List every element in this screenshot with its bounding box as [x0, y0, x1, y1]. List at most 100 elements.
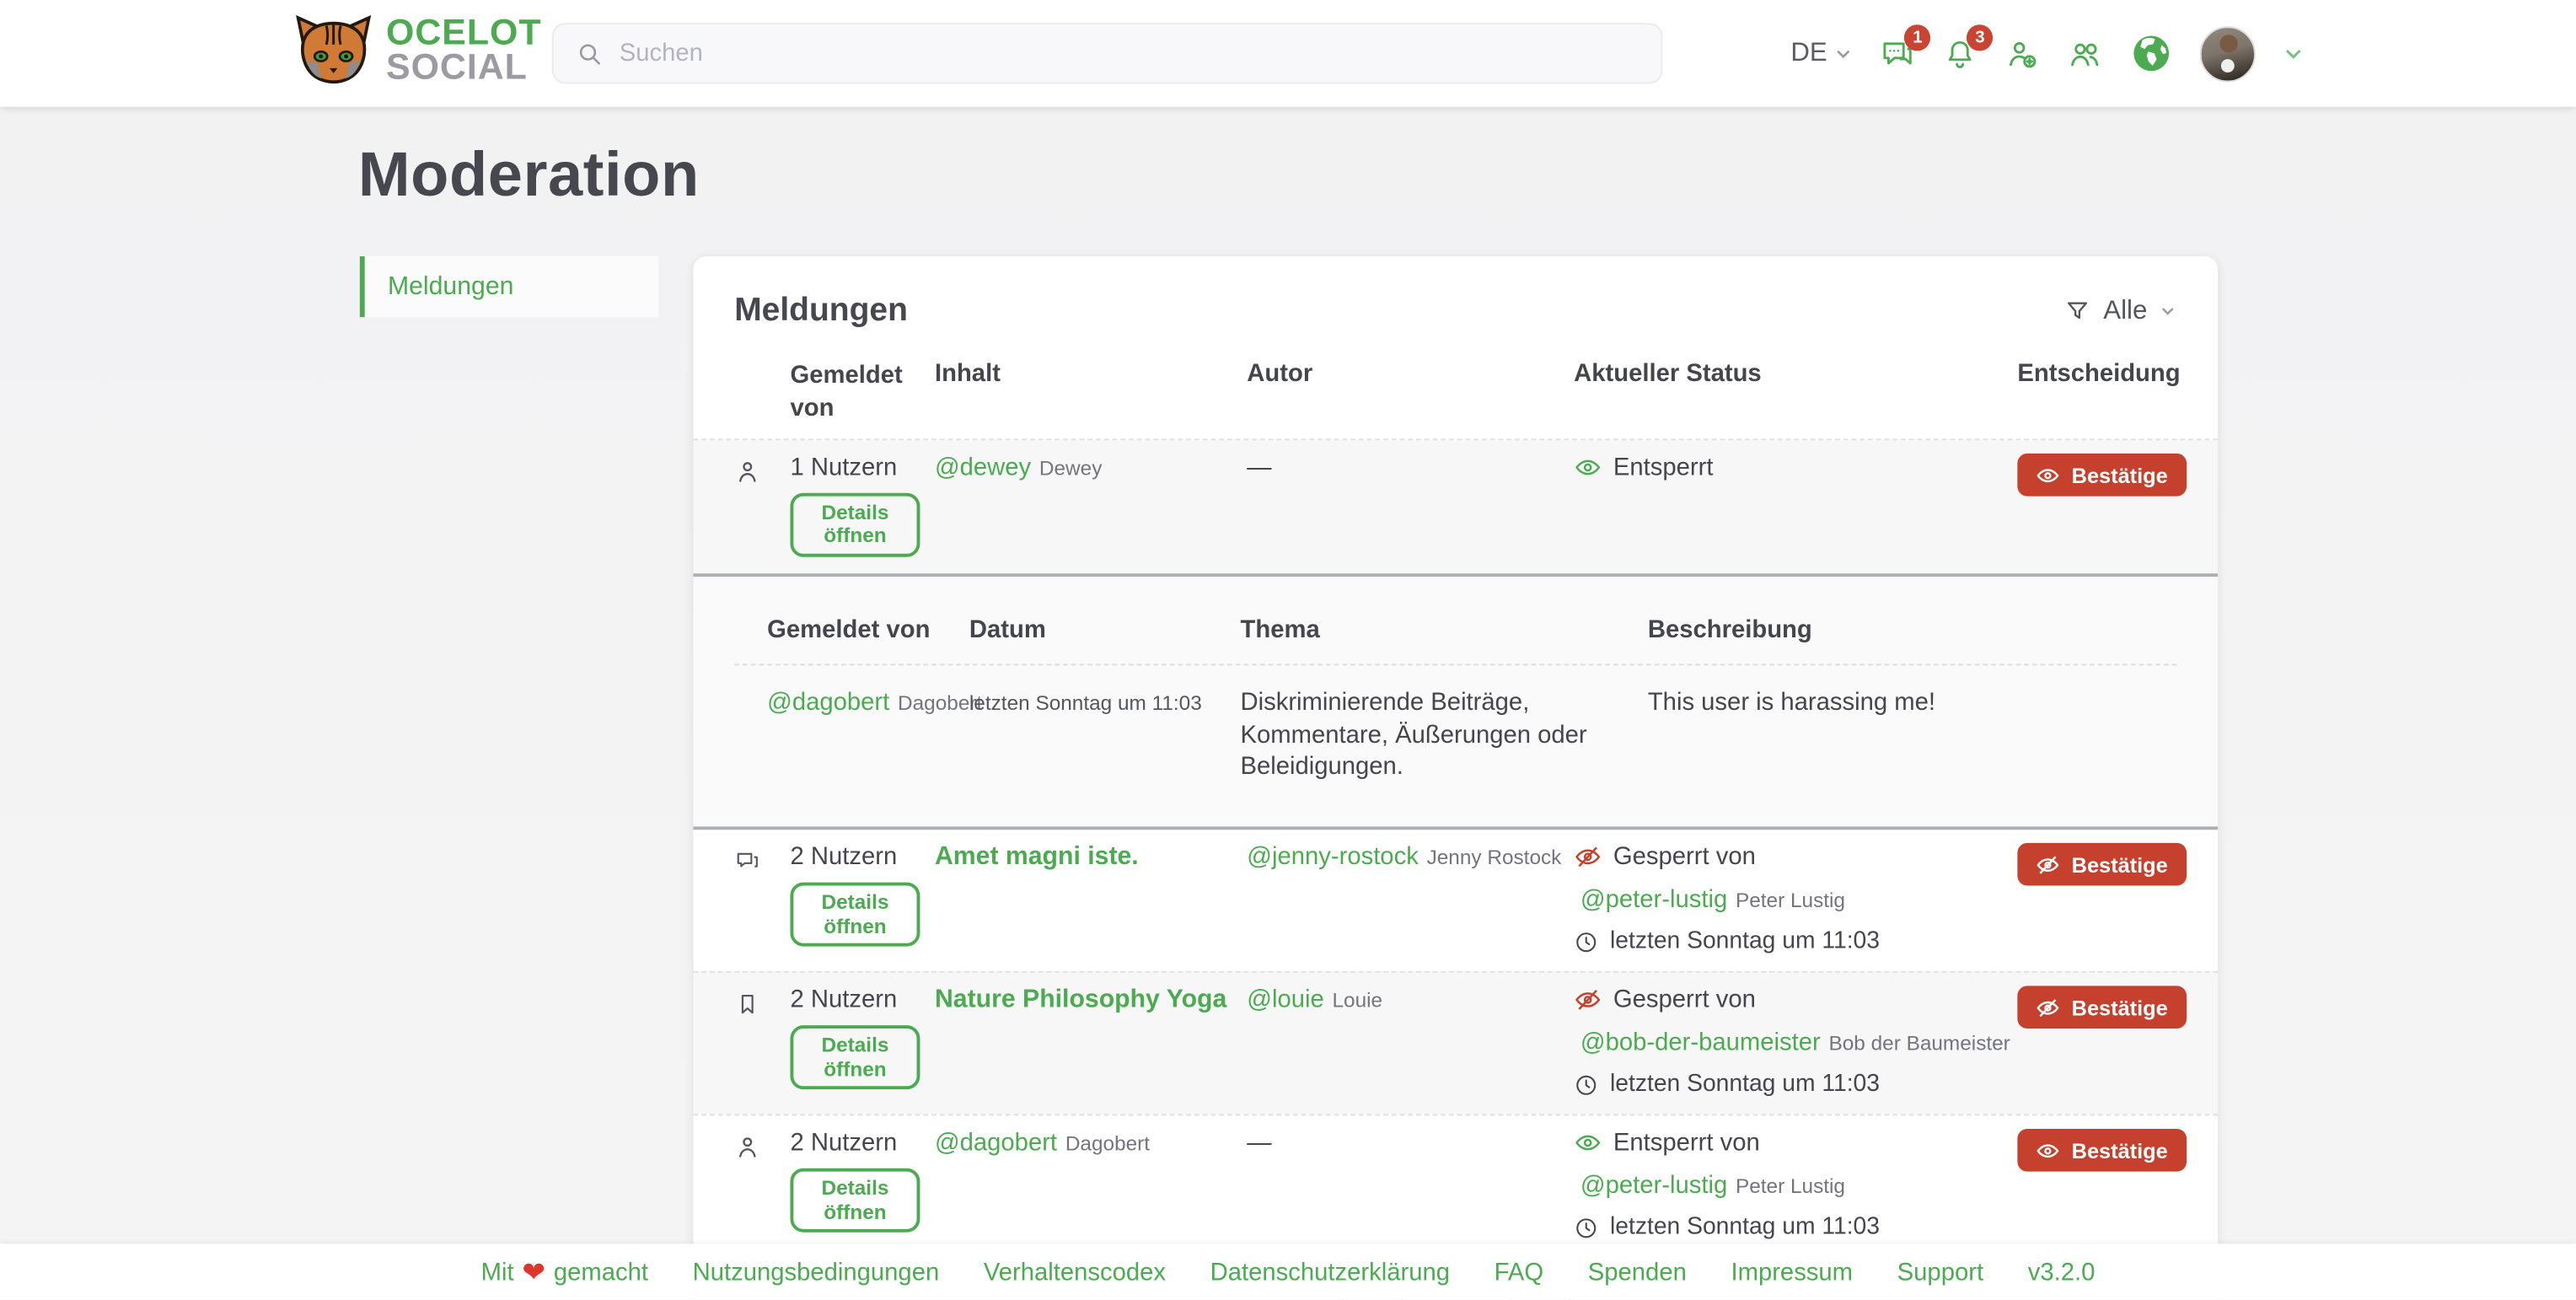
status-by-name: Peter Lustig	[1735, 889, 1846, 912]
status-by-handle[interactable]: @bob-der-baumeister	[1580, 1029, 1821, 1057]
footer-link-support[interactable]: Support	[1897, 1257, 1984, 1287]
content-user-handle[interactable]: @dagobert	[934, 1129, 1058, 1158]
avatar[interactable]	[2200, 25, 2257, 82]
search-bar[interactable]	[551, 23, 1663, 84]
user-icon	[739, 462, 756, 482]
confirm-button[interactable]: Bestätige	[2017, 843, 2187, 886]
footer-link-spenden[interactable]: Spenden	[1587, 1257, 1687, 1287]
reporter-name: Dagobert	[898, 691, 983, 715]
panel-column-header: Gemeldet von	[767, 615, 931, 644]
sidebar-item-meldungen[interactable]: Meldungen	[359, 256, 659, 318]
heart-icon: ❤	[522, 1255, 546, 1288]
panel-column-header: Beschreibung	[1647, 615, 1812, 644]
confirm-button[interactable]: Bestätige	[2017, 453, 2187, 497]
column-header: Entscheidung	[2017, 359, 2181, 388]
author-name: Louie	[1332, 989, 1383, 1013]
comment-icon	[737, 853, 758, 868]
open-details-button[interactable]: Details öffnen	[790, 492, 920, 557]
user-menu-chevron-icon[interactable]	[2283, 42, 2305, 65]
chevron-down-icon	[1838, 50, 1850, 58]
eye-icon	[1575, 1135, 1601, 1151]
confirm-button[interactable]: Bestätige	[2017, 1129, 2187, 1172]
author-handle[interactable]: @louie	[1247, 986, 1324, 1014]
status-label: Entsperrt von	[1613, 1129, 1760, 1158]
eye-icon	[1575, 459, 1601, 475]
footer-link-impressum[interactable]: Impressum	[1731, 1257, 1854, 1287]
status-label: Gesperrt von	[1613, 843, 1756, 872]
table-row: 2 Nutzern Details öffnen @dagobert Dagobe…	[693, 1114, 2219, 1258]
open-details-button[interactable]: Details öffnen	[790, 882, 920, 947]
report-description: This user is harassing me!	[1647, 688, 1936, 717]
author-name: Jenny Rostock	[1426, 846, 1562, 870]
filter-icon	[2068, 302, 2088, 320]
footer-link-nutzungsbedingungen[interactable]: Nutzungsbedingungen	[692, 1257, 940, 1287]
eye-off-icon	[1575, 846, 1601, 868]
author-handle[interactable]: @jenny-rostock	[1247, 843, 1419, 872]
navbar-actions: DE 1 3	[1790, 0, 2305, 107]
column-header: Aktueller Status	[1574, 359, 1762, 388]
status-label: Entsperrt	[1613, 453, 1714, 482]
search-input[interactable]	[619, 39, 1640, 67]
clock-icon	[1576, 932, 1597, 952]
messages-button[interactable]: 1	[1880, 24, 1931, 72]
locale-switcher[interactable]: DE	[1790, 39, 1854, 68]
brand-logo[interactable]: OCELOT SOCIAL	[292, 12, 542, 88]
status-by-name: Bob der Baumeister	[1828, 1032, 2010, 1056]
notifications-button[interactable]: 3	[1942, 24, 1994, 72]
brand-wordmark: OCELOT SOCIAL	[386, 11, 542, 88]
panel-row: @dagobert Dagobert letzten Sonntag um 11:…	[734, 665, 2176, 784]
bell-icon	[1949, 40, 1972, 67]
search-icon	[575, 39, 604, 68]
clock-icon	[1576, 1075, 1597, 1095]
people-icon	[2071, 42, 2099, 66]
map-button[interactable]	[2129, 31, 2174, 76]
eye-icon	[2037, 1143, 2059, 1158]
filter-dropdown[interactable]: Alle	[2064, 297, 2177, 326]
bookmark-icon	[741, 995, 754, 1014]
panel-column-header: Thema	[1240, 615, 1320, 644]
locale-label: DE	[1790, 38, 1827, 67]
status-label: Gesperrt von	[1613, 986, 1756, 1014]
groups-button[interactable]	[2067, 35, 2103, 72]
table-row: 2 Nutzern Details öffnen Nature Philosop…	[693, 971, 2219, 1115]
clock-icon	[1576, 1217, 1597, 1238]
table-header-row: Gemeldet von Inhalt Autor Aktueller Stat…	[693, 350, 2219, 441]
footer: Mit ❤ gemacht Nutzungsbedingungen Verhal…	[0, 1244, 2576, 1300]
status-time: letzten Sonntag um 11:03	[1610, 1072, 1880, 1099]
panel-column-header: Datum	[969, 615, 1046, 644]
content-user-handle[interactable]: @dewey	[934, 453, 1032, 482]
footer-link-faq[interactable]: FAQ	[1494, 1257, 1544, 1287]
content-title-link[interactable]: Amet magni iste.	[934, 843, 1139, 872]
table-row: 2 Nutzern Details öffnen Amet magni iste…	[693, 830, 2218, 972]
status-by-handle[interactable]: @peter-lustig	[1580, 1171, 1728, 1201]
confirm-button[interactable]: Bestätige	[2017, 986, 2187, 1029]
status-time: letzten Sonntag um 11:03	[1610, 928, 1880, 955]
reporter-handle[interactable]: @dagobert	[767, 688, 890, 717]
reporter-count: 2 Nutzern	[790, 843, 898, 872]
table-row: 1 Nutzern Details öffnen @dewey Dewey — E…	[693, 440, 2219, 573]
content-user-name: Dagobert	[1065, 1132, 1151, 1156]
filter-label: Alle	[2103, 296, 2148, 325]
reports-card: Meldungen Alle Gemeldet von Inhalt Autor…	[693, 256, 2219, 1300]
notifications-badge: 3	[1967, 24, 1994, 51]
content-title-link[interactable]: Nature Philosophy Yoga	[934, 986, 1227, 1014]
add-user-button[interactable]	[2004, 35, 2041, 72]
made-with-love[interactable]: Mit ❤ gemacht	[480, 1255, 648, 1288]
person-plus-icon	[2010, 41, 2037, 67]
sidebar-item-label: Meldungen	[387, 271, 514, 300]
footer-link-verhaltenscodex[interactable]: Verhaltenscodex	[983, 1257, 1167, 1287]
eye-off-icon	[2037, 998, 2059, 1017]
eye-off-icon	[2037, 855, 2059, 874]
open-details-button[interactable]: Details öffnen	[790, 1168, 920, 1233]
column-header: Gemeldet von	[790, 361, 903, 422]
ocelot-logo-icon	[292, 12, 374, 88]
eye-off-icon	[1575, 990, 1601, 1011]
card-title: Meldungen	[734, 292, 908, 329]
messages-badge: 1	[1904, 24, 1931, 51]
footer-link-datenschutzerklaerung[interactable]: Datenschutzerklärung	[1210, 1257, 1451, 1287]
open-details-button[interactable]: Details öffnen	[790, 1025, 920, 1089]
eye-icon	[2037, 468, 2059, 482]
version-label: v3.2.0	[2027, 1257, 2096, 1287]
user-icon	[739, 1137, 756, 1158]
status-by-handle[interactable]: @peter-lustig	[1580, 885, 1728, 914]
